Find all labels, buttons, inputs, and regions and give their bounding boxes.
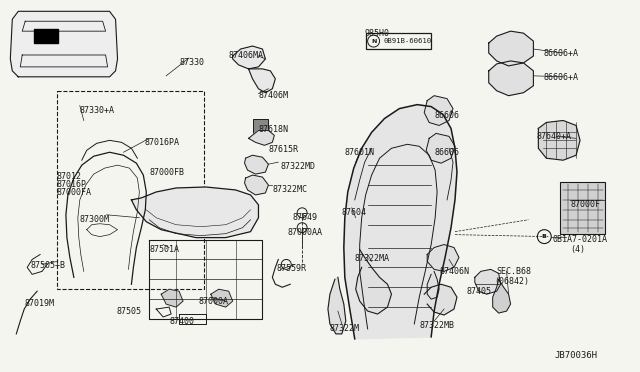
Text: N: N [371,39,376,44]
Text: SEC.B68: SEC.B68 [497,267,532,276]
Bar [560,182,605,234]
Polygon shape [248,69,275,93]
Polygon shape [10,11,118,77]
Text: 0B1A7-0201A: 0B1A7-0201A [552,235,607,244]
Text: 87016PA: 87016PA [145,138,179,147]
Polygon shape [328,277,346,334]
Polygon shape [211,289,233,307]
Text: 86606+A: 86606+A [543,73,579,82]
Text: 87000F: 87000F [570,200,600,209]
Text: 87330: 87330 [179,58,204,67]
Text: 87000FA: 87000FA [57,188,92,197]
Text: 87559R: 87559R [276,264,307,273]
Text: B: B [542,234,547,239]
Text: 87322MD: 87322MD [280,162,316,171]
Polygon shape [344,105,457,339]
Text: 87406M: 87406M [259,91,289,100]
Text: 87604: 87604 [342,208,367,217]
Text: 87501A: 87501A [149,244,179,254]
Polygon shape [161,289,183,307]
Polygon shape [489,61,533,96]
Polygon shape [475,269,500,294]
Text: (4): (4) [570,244,585,254]
Text: 87019M: 87019M [24,299,54,308]
Text: 86606: 86606 [434,148,459,157]
Text: 87649: 87649 [292,213,317,222]
Text: 87505+B: 87505+B [30,262,65,270]
Polygon shape [489,31,533,66]
Bar [365,33,431,49]
Polygon shape [131,187,259,238]
Bar [34,29,58,43]
Polygon shape [538,121,580,160]
Text: 86606+A: 86606+A [543,49,579,58]
Polygon shape [426,134,455,163]
Text: 87322MB: 87322MB [419,321,454,330]
Text: (06842): (06842) [495,277,530,286]
Polygon shape [493,279,511,313]
Text: 87405: 87405 [467,287,492,296]
Bar [253,119,268,138]
Text: 87322M: 87322M [330,324,360,333]
Text: 87640+A: 87640+A [536,132,572,141]
Text: 87322MC: 87322MC [273,185,307,194]
Text: 87000A: 87000A [199,297,229,306]
Polygon shape [356,250,392,314]
Bar [57,91,204,289]
Polygon shape [248,131,275,145]
Polygon shape [424,284,457,315]
Polygon shape [233,46,266,69]
Text: 87400: 87400 [169,317,194,326]
Polygon shape [244,155,268,174]
Text: 87012: 87012 [57,172,82,181]
Text: 87601N: 87601N [345,148,375,157]
Text: 87615R: 87615R [268,145,298,154]
Text: 87000FB: 87000FB [149,168,184,177]
Text: 0B91B-60610: 0B91B-60610 [383,38,431,44]
Polygon shape [424,96,453,125]
Text: 87322MA: 87322MA [355,254,390,263]
Text: 87406MA: 87406MA [228,51,264,60]
Text: JB70036H: JB70036H [554,351,597,360]
Polygon shape [427,244,459,271]
Text: 87300M: 87300M [80,215,110,224]
Text: 985H0: 985H0 [365,29,390,38]
Text: 87618N: 87618N [259,125,289,134]
Text: 87016P: 87016P [57,180,87,189]
Polygon shape [427,271,439,299]
Text: 87505: 87505 [116,307,141,316]
Text: 87406N: 87406N [439,267,469,276]
Text: 86606: 86606 [434,110,459,119]
Polygon shape [244,175,268,195]
Text: 87000AA: 87000AA [287,228,323,237]
Text: 87330+A: 87330+A [80,106,115,115]
